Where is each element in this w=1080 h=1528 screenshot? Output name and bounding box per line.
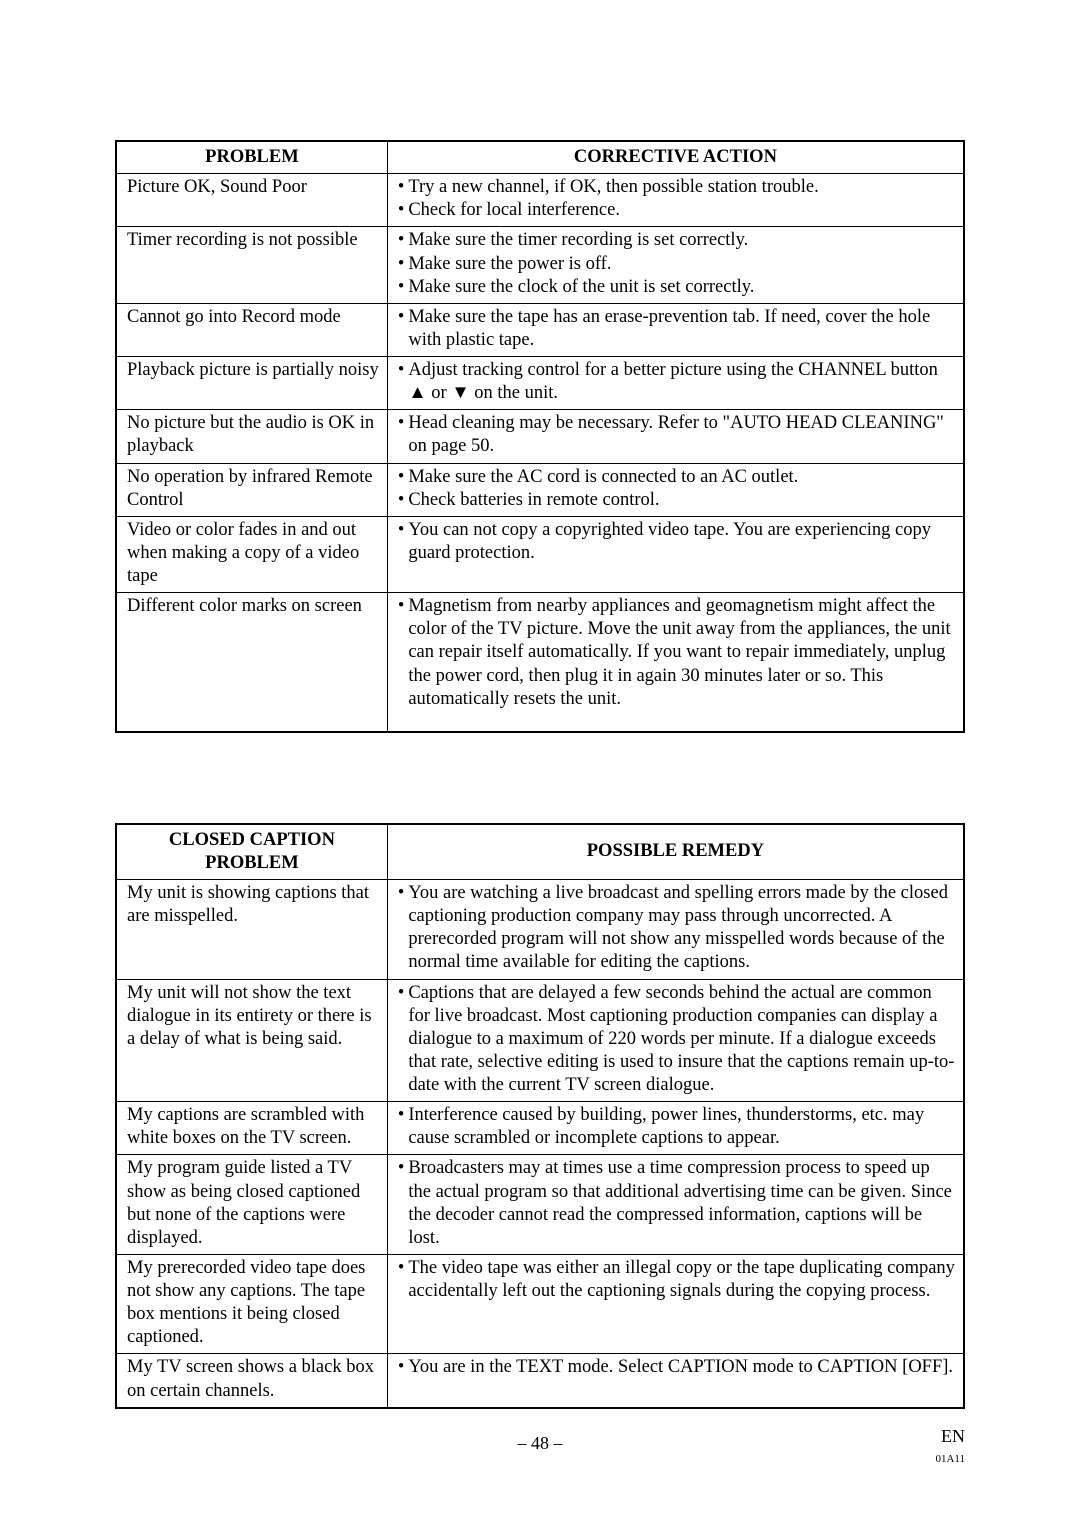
action-text: Broadcasters may at times use a time com… <box>408 1157 955 1250</box>
bullet-dot: • <box>398 489 408 512</box>
action-line: •Head cleaning may be necessary. Refer t… <box>398 412 955 458</box>
action-line: •Try a new channel, if OK, then possible… <box>398 176 955 199</box>
bullet-dot: • <box>398 595 408 711</box>
page-footer: – 48 – EN 01A11 <box>0 1433 1080 1473</box>
table-cell-action: •You are in the TEXT mode. Select CAPTIO… <box>387 1354 964 1408</box>
action-line: •Interference caused by building, power … <box>398 1104 955 1150</box>
table-cell-problem: No picture but the audio is OK in playba… <box>116 410 387 463</box>
table-cell-problem: Playback picture is partially noisy <box>116 357 387 410</box>
troubleshooting-table-1: PROBLEM CORRECTIVE ACTION Picture OK, So… <box>115 140 965 733</box>
action-line: •Make sure the clock of the unit is set … <box>398 276 955 299</box>
action-line: •Make sure the timer recording is set co… <box>398 229 955 252</box>
bullet-dot: • <box>398 982 408 1098</box>
action-text: Make sure the AC cord is connected to an… <box>408 466 955 489</box>
footer-code-block: EN 01A11 <box>935 1427 965 1467</box>
table-cell-problem: No operation by infrared Remote Control <box>116 463 387 516</box>
table-cell-problem: My captions are scrambled with white box… <box>116 1102 387 1155</box>
bullet-dot: • <box>398 882 408 975</box>
bullet-dot: • <box>398 176 408 199</box>
footer-code: 01A11 <box>935 1453 965 1465</box>
action-text: Make sure the power is off. <box>408 253 955 276</box>
action-line: •Magnetism from nearby appliances and ge… <box>398 595 955 711</box>
action-line: •Adjust tracking control for a better pi… <box>398 359 955 405</box>
table-cell-action: •Captions that are delayed a few seconds… <box>387 979 964 1102</box>
action-line: •Make sure the AC cord is connected to a… <box>398 466 955 489</box>
bullet-dot: • <box>398 1257 408 1303</box>
action-text: Check for local interference. <box>408 199 955 222</box>
action-line: •You are in the TEXT mode. Select CAPTIO… <box>398 1356 955 1379</box>
table-cell-problem: My unit is showing captions that are mis… <box>116 880 387 980</box>
bullet-dot: • <box>398 519 408 565</box>
bullet-dot: • <box>398 253 408 276</box>
action-text: Adjust tracking control for a better pic… <box>408 359 955 405</box>
table-cell-problem: Video or color fades in and out when mak… <box>116 516 387 592</box>
action-line: •Check for local interference. <box>398 199 955 222</box>
table-cell-problem: Picture OK, Sound Poor <box>116 174 387 227</box>
table1-header-action: CORRECTIVE ACTION <box>387 141 964 174</box>
table2-header-problem: CLOSED CAPTION PROBLEM <box>116 824 387 880</box>
action-line: •You can not copy a copyrighted video ta… <box>398 519 955 565</box>
action-text: You are in the TEXT mode. Select CAPTION… <box>408 1356 955 1379</box>
table2-header-remedy: POSSIBLE REMEDY <box>387 824 964 880</box>
table-cell-action: •Make sure the AC cord is connected to a… <box>387 463 964 516</box>
bullet-dot: • <box>398 229 408 252</box>
table-cell-action: •Make sure the tape has an erase-prevent… <box>387 303 964 356</box>
action-line: •Make sure the power is off. <box>398 253 955 276</box>
action-line: •Broadcasters may at times use a time co… <box>398 1157 955 1250</box>
table-cell-problem: Cannot go into Record mode <box>116 303 387 356</box>
page-number: – 48 – <box>518 1433 563 1454</box>
table-cell-action: •You are watching a live broadcast and s… <box>387 880 964 980</box>
bullet-dot: • <box>398 199 408 222</box>
action-line: •Captions that are delayed a few seconds… <box>398 982 955 1098</box>
table-cell-action: •Magnetism from nearby appliances and ge… <box>387 593 964 732</box>
bullet-dot: • <box>398 306 408 352</box>
action-text: Head cleaning may be necessary. Refer to… <box>408 412 955 458</box>
table-cell-action: •Adjust tracking control for a better pi… <box>387 357 964 410</box>
table-cell-action: •You can not copy a copyrighted video ta… <box>387 516 964 592</box>
table-cell-action: •Make sure the timer recording is set co… <box>387 227 964 303</box>
table-cell-problem: Timer recording is not possible <box>116 227 387 303</box>
action-line: •Check batteries in remote control. <box>398 489 955 512</box>
action-text: Captions that are delayed a few seconds … <box>408 982 955 1098</box>
action-text: The video tape was either an illegal cop… <box>408 1257 955 1303</box>
bullet-dot: • <box>398 1356 408 1379</box>
action-text: Make sure the timer recording is set cor… <box>408 229 955 252</box>
action-text: Interference caused by building, power l… <box>408 1104 955 1150</box>
action-text: Magnetism from nearby appliances and geo… <box>408 595 955 711</box>
troubleshooting-table-2: CLOSED CAPTION PROBLEM POSSIBLE REMEDY M… <box>115 823 965 1409</box>
footer-lang: EN <box>941 1426 965 1446</box>
action-text: You can not copy a copyrighted video tap… <box>408 519 955 565</box>
action-text: You are watching a live broadcast and sp… <box>408 882 955 975</box>
bullet-dot: • <box>398 1157 408 1250</box>
action-text: Make sure the clock of the unit is set c… <box>408 276 955 299</box>
table-cell-action: •The video tape was either an illegal co… <box>387 1254 964 1354</box>
action-text: Try a new channel, if OK, then possible … <box>408 176 955 199</box>
table-cell-action: •Try a new channel, if OK, then possible… <box>387 174 964 227</box>
action-text: Check batteries in remote control. <box>408 489 955 512</box>
bullet-dot: • <box>398 412 408 458</box>
table-cell-action: •Broadcasters may at times use a time co… <box>387 1155 964 1255</box>
bullet-dot: • <box>398 1104 408 1150</box>
bullet-dot: • <box>398 466 408 489</box>
table-cell-action: •Head cleaning may be necessary. Refer t… <box>387 410 964 463</box>
table-cell-problem: My TV screen shows a black box on certai… <box>116 1354 387 1408</box>
action-text: Make sure the tape has an erase-preventi… <box>408 306 955 352</box>
table-cell-problem: Different color marks on screen <box>116 593 387 732</box>
bullet-dot: • <box>398 359 408 405</box>
table1-header-problem: PROBLEM <box>116 141 387 174</box>
table-cell-problem: My prerecorded video tape does not show … <box>116 1254 387 1354</box>
table-cell-problem: My unit will not show the text dialogue … <box>116 979 387 1102</box>
action-line: •The video tape was either an illegal co… <box>398 1257 955 1303</box>
action-line: •Make sure the tape has an erase-prevent… <box>398 306 955 352</box>
table-cell-problem: My program guide listed a TV show as bei… <box>116 1155 387 1255</box>
action-line: •You are watching a live broadcast and s… <box>398 882 955 975</box>
table-cell-action: •Interference caused by building, power … <box>387 1102 964 1155</box>
bullet-dot: • <box>398 276 408 299</box>
